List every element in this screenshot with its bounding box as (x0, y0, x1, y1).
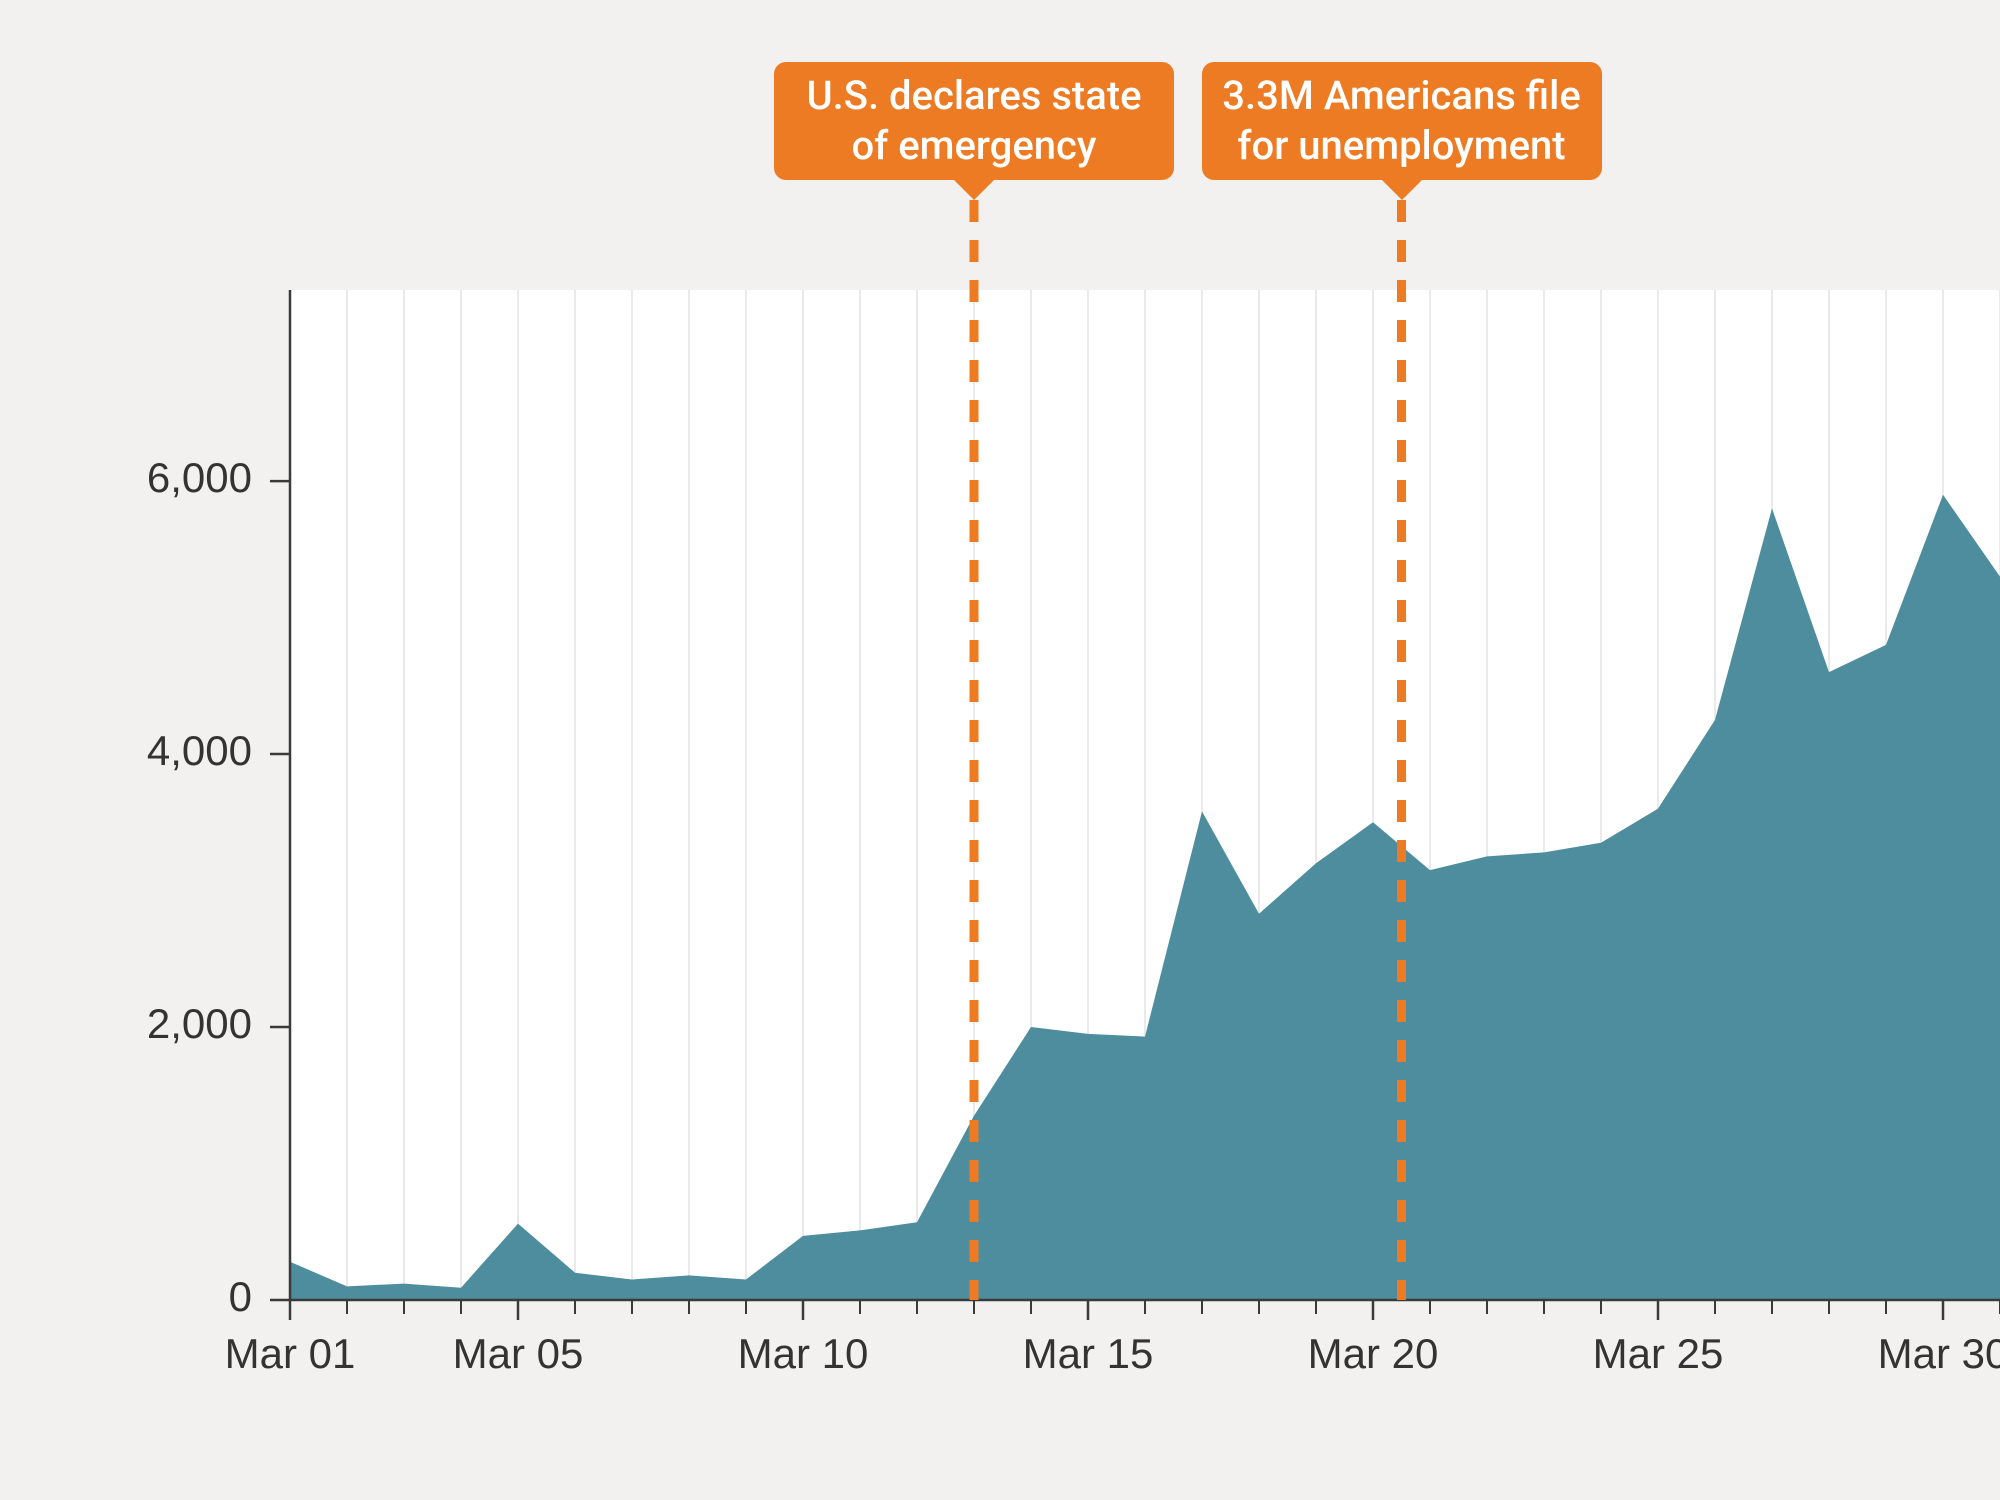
area-chart: 0 2,000 4,000 6,000 Mar 01 Mar 05 Mar 10 Mar 15… (0, 0, 2000, 1500)
annotation-label-line: for unemployment (1222, 121, 1581, 171)
x-tick-label: Mar 20 (1308, 1330, 1439, 1377)
annotation-callout-emergency: U.S. declares stateof emergency (774, 62, 1174, 180)
annotation-label-line: 3.3M Americans file (1222, 71, 1581, 121)
annotation-label-line: U.S. declares state (806, 71, 1141, 121)
annotation-callout-unemployment: 3.3M Americans filefor unemployment (1202, 62, 1602, 180)
annotation-label-line: of emergency (806, 121, 1141, 171)
x-tick-label: Mar 15 (1023, 1330, 1154, 1377)
x-tick-label: Mar 01 (225, 1330, 356, 1377)
y-tick-label: 4,000 (147, 727, 252, 774)
x-tick-label: Mar 05 (453, 1330, 584, 1377)
x-tick-label: Mar 10 (738, 1330, 869, 1377)
y-tick-label: 2,000 (147, 1000, 252, 1047)
x-tick-label: Mar 25 (1593, 1330, 1724, 1377)
y-tick-label: 6,000 (147, 454, 252, 501)
y-tick-label: 0 (229, 1273, 252, 1320)
x-tick-label: Mar 30 (1878, 1330, 2000, 1377)
